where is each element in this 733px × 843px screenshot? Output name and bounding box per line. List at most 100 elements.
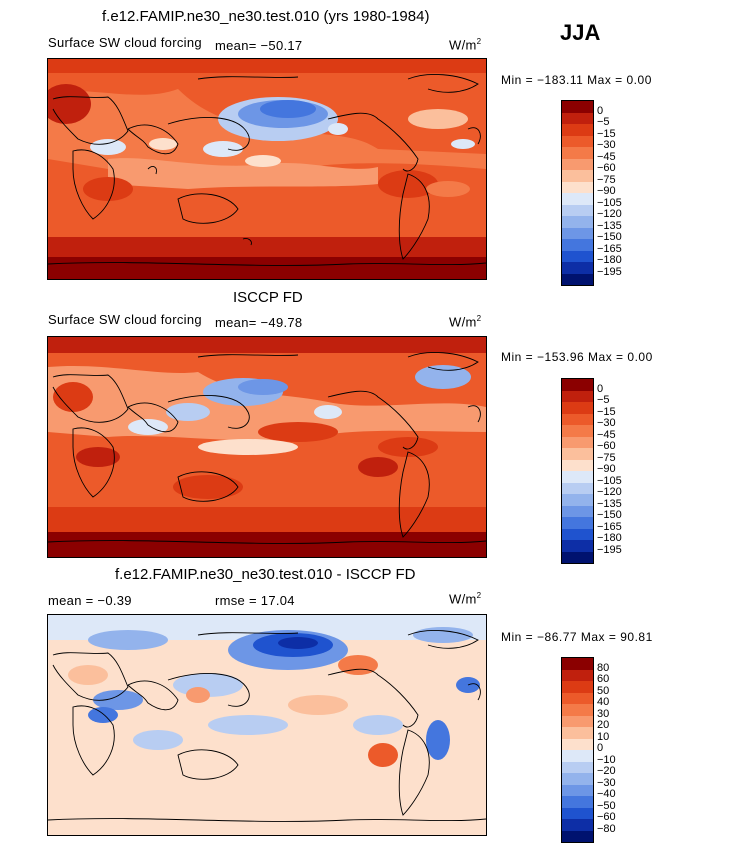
panel3-rmse: rmse = 17.04 xyxy=(215,593,295,608)
colorbar-swatch xyxy=(562,390,593,402)
colorbar-swatch xyxy=(562,124,593,136)
panel2-title: ISCCP FD xyxy=(233,289,303,306)
colorbar-swatch xyxy=(562,227,593,239)
panel3-colorbar: 80 60 50 40 30 20 10 0 −10 −20 −30 −40 −50 −60 −80 xyxy=(561,657,616,843)
colorbar-label: −60 xyxy=(597,162,616,174)
colorbar-swatch xyxy=(562,402,593,414)
colorbar-label: −10 xyxy=(597,753,616,766)
colorbar-swatch xyxy=(562,727,593,739)
panel1-minmax: Min = −183.11 Max = 0.00 xyxy=(501,73,652,87)
panel2-colorbar: 0 −5 −15 −30 −45 −60 −75 −90 −105 −120 −135 −150 −16… xyxy=(561,378,622,564)
colorbar-swatch xyxy=(562,193,593,205)
colorbar-swatch xyxy=(562,830,593,842)
colorbar-label: −20 xyxy=(597,765,616,777)
colorbar-swatch xyxy=(562,135,593,147)
colorbar-swatch xyxy=(562,681,593,693)
colorbar-swatch xyxy=(562,112,593,124)
colorbar-label: −45 xyxy=(597,150,616,163)
colorbar-label: −5 xyxy=(597,116,610,128)
colorbar-swatch xyxy=(562,669,593,681)
colorbar-swatch xyxy=(562,704,593,716)
panel1-map xyxy=(47,58,487,280)
colorbar-swatch xyxy=(562,147,593,159)
colorbar-label: −30 xyxy=(597,417,616,429)
panel3-units: W/m2 xyxy=(449,591,482,607)
panel1-units: W/m2 xyxy=(449,37,482,53)
panel2-variable: Surface SW cloud forcing xyxy=(48,312,202,327)
colorbar-label: 50 xyxy=(597,684,610,697)
colorbar-swatch xyxy=(562,761,593,773)
colorbar-label: −135 xyxy=(597,219,622,232)
colorbar-label: −195 xyxy=(597,265,622,278)
colorbar-swatch xyxy=(562,773,593,785)
colorbar-label: −50 xyxy=(597,799,616,812)
colorbar-swatch xyxy=(562,448,593,460)
colorbar-swatch xyxy=(562,551,593,563)
colorbar-label: −105 xyxy=(597,474,622,487)
colorbar-label: −195 xyxy=(597,543,622,556)
colorbar-swatch xyxy=(562,692,593,704)
colorbar-label: −15 xyxy=(597,127,616,140)
colorbar-swatch xyxy=(562,436,593,448)
colorbar-label: −165 xyxy=(597,242,622,255)
colorbar-label: −80 xyxy=(597,822,616,835)
colorbar-label: 20 xyxy=(597,719,610,731)
panel2-minmax: Min = −153.96 Max = 0.00 xyxy=(501,350,653,364)
colorbar-label: −150 xyxy=(597,231,622,243)
colorbar-label: −5 xyxy=(597,394,610,406)
colorbar-swatch xyxy=(562,459,593,471)
colorbar-label: −60 xyxy=(597,440,616,452)
colorbar-label: −180 xyxy=(597,254,622,266)
panel1-colorbar: 0 −5 −15 −30 −45 −60 −75 −90 −105 −120 −135 −150 −16… xyxy=(561,100,622,286)
colorbar-label: 0 xyxy=(597,382,604,395)
colorbar-swatch xyxy=(562,494,593,506)
colorbar-label: −90 xyxy=(597,463,616,475)
colorbar-label: −135 xyxy=(597,497,622,510)
colorbar-swatch xyxy=(562,482,593,494)
colorbar-label: −120 xyxy=(597,208,622,220)
colorbar-label: −165 xyxy=(597,520,622,533)
colorbar-label: −30 xyxy=(597,139,616,151)
colorbar-label: 80 xyxy=(597,661,610,674)
colorbar-label: 0 xyxy=(597,104,604,117)
colorbar-label: −45 xyxy=(597,428,616,441)
colorbar-label: −60 xyxy=(597,811,616,823)
colorbar-label: −105 xyxy=(597,196,622,209)
colorbar-label: −120 xyxy=(597,486,622,498)
colorbar-label: −150 xyxy=(597,509,622,521)
panel3-map xyxy=(47,614,487,836)
colorbar-label: 30 xyxy=(597,707,610,720)
colorbar-swatch xyxy=(562,784,593,796)
colorbar-swatch xyxy=(562,528,593,540)
colorbar-label: −40 xyxy=(597,788,616,800)
colorbar-swatch xyxy=(562,250,593,262)
colorbar-swatch xyxy=(562,819,593,831)
colorbar-swatch xyxy=(562,715,593,727)
colorbar-swatch xyxy=(562,204,593,216)
colorbar-swatch xyxy=(562,101,593,113)
colorbar-swatch xyxy=(562,379,593,391)
panel3-mean: mean = −0.39 xyxy=(48,593,132,608)
colorbar-label: −75 xyxy=(597,173,616,186)
colorbar-label: −90 xyxy=(597,185,616,197)
colorbar-label: 10 xyxy=(597,730,610,743)
colorbar-swatch xyxy=(562,158,593,170)
colorbar-swatch xyxy=(562,413,593,425)
panel1-variable: Surface SW cloud forcing xyxy=(48,35,202,50)
colorbar-swatch xyxy=(562,807,593,819)
colorbar-label: 0 xyxy=(597,742,604,754)
panel1-mean: mean= −50.17 xyxy=(215,38,303,53)
colorbar-swatch xyxy=(562,216,593,228)
colorbar-swatch xyxy=(562,471,593,483)
colorbar-swatch xyxy=(562,239,593,251)
colorbar-swatch xyxy=(562,425,593,437)
panel1-title: f.e12.FAMIP.ne30_ne30.test.010 (yrs 1980… xyxy=(102,8,430,25)
panel3-title: f.e12.FAMIP.ne30_ne30.test.010 - ISCCP F… xyxy=(115,566,416,583)
colorbar-swatch xyxy=(562,262,593,274)
panel2-units: W/m2 xyxy=(449,314,482,330)
colorbar-label: −30 xyxy=(597,776,616,789)
colorbar-swatch xyxy=(562,170,593,182)
panel2-map xyxy=(47,336,487,558)
colorbar-swatch xyxy=(562,505,593,517)
colorbar-label: −180 xyxy=(597,532,622,544)
